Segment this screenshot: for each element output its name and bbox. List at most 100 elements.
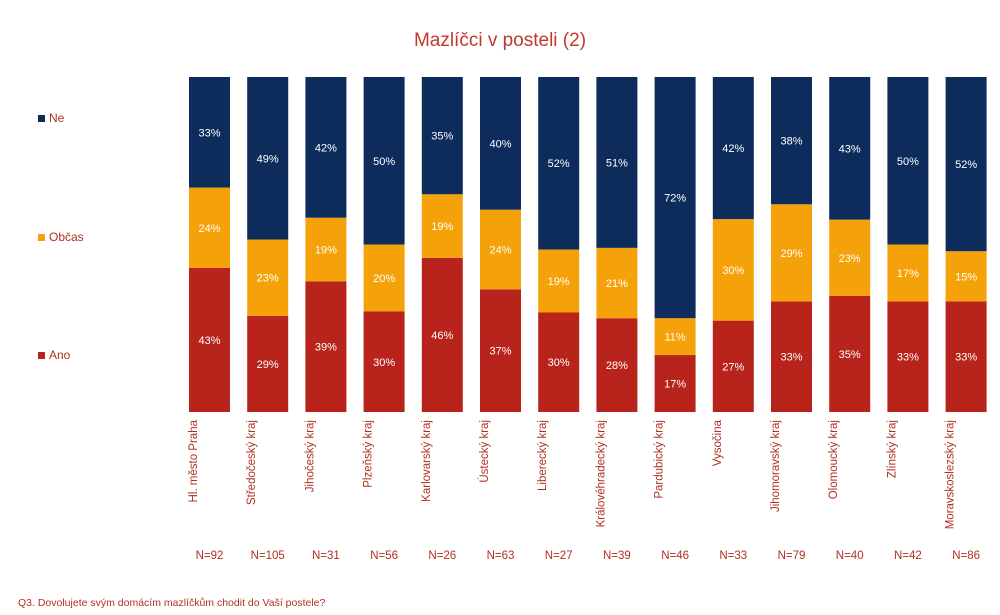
data-label-obcas-vysocina: 30% <box>722 265 744 277</box>
legend-item-ne: Ne <box>38 111 64 125</box>
category-label-plzensky-kraj: Plzeňský kraj <box>363 420 375 488</box>
data-label-ne-jihocesky-kraj: 42% <box>315 142 337 154</box>
legend-label-obcas: Občas <box>49 230 84 244</box>
category-label-zlinsky-kraj: Zlínský kraj <box>886 420 898 478</box>
category-label-karlovarsky-kraj: Karlovarský kraj <box>421 420 433 502</box>
legend-label-ne: Ne <box>49 111 65 125</box>
sample-size-vysocina: N=33 <box>719 550 747 562</box>
bar-segment-ano-karlovarsky-kraj <box>421 257 463 412</box>
sample-size-jihomoravsky-kraj: N=79 <box>778 550 806 562</box>
category-label-vysocina: Vysočina <box>712 419 724 466</box>
category-label-ustecky-kraj: Ústecký kraj <box>478 420 491 483</box>
data-label-ano-jihomoravsky-kraj: 33% <box>780 352 802 364</box>
data-label-ano-plzensky-kraj: 30% <box>373 357 395 369</box>
survey-question: Q3. Dovolujete svým domácím mazlíčkům ch… <box>18 597 326 609</box>
bar-segment-obcas-liberecky-kraj <box>538 249 580 313</box>
data-label-obcas-liberecky-kraj: 19% <box>548 276 570 288</box>
category-label-stredocesky-kraj: Středočeský kraj <box>246 420 258 505</box>
bar-segment-ano-jihocesky-kraj <box>305 281 347 412</box>
bar-segment-ano-hl-mesto-praha <box>189 267 230 412</box>
category-label-kralovehradecky-kraj: Královéhradecký kraj <box>595 420 607 527</box>
category-label-moravskoslezsky-kraj: Moravskoslezský kraj <box>945 420 957 529</box>
bar-segment-obcas-jihomoravsky-kraj <box>771 204 812 302</box>
sample-size-pardubicky-kraj: N=46 <box>661 550 689 562</box>
data-label-obcas-jihomoravsky-kraj: 29% <box>780 248 802 260</box>
bar-segment-ne-stredocesky-kraj <box>247 77 289 240</box>
data-label-ne-zlinsky-kraj: 50% <box>897 156 919 168</box>
bar-segment-obcas-plzensky-kraj <box>363 244 405 312</box>
data-label-ne-plzensky-kraj: 50% <box>373 156 395 168</box>
data-label-ano-kralovehradecky-kraj: 28% <box>606 360 628 372</box>
sample-size-ustecky-kraj: N=63 <box>487 550 515 562</box>
data-label-obcas-moravskoslezsky-kraj: 15% <box>955 271 977 283</box>
bar-segment-ne-jihocesky-kraj <box>305 77 347 218</box>
bar-segment-ne-moravskoslezsky-kraj <box>945 77 987 252</box>
bar-segment-ano-zlinsky-kraj <box>887 301 929 412</box>
data-label-ne-jihomoravsky-kraj: 38% <box>780 136 802 148</box>
data-label-obcas-karlovarsky-kraj: 19% <box>431 221 453 233</box>
data-label-ne-olomoucky-kraj: 43% <box>839 143 861 155</box>
data-label-obcas-jihocesky-kraj: 19% <box>315 245 337 257</box>
bar-segment-ne-karlovarsky-kraj <box>421 77 463 195</box>
bar-segment-ano-vysocina <box>712 320 754 412</box>
data-label-ne-hl-mesto-praha: 33% <box>198 127 220 139</box>
data-label-obcas-pardubicky-kraj: 11% <box>664 332 685 344</box>
bar-segment-ne-pardubicky-kraj <box>654 77 696 319</box>
data-label-obcas-ustecky-kraj: 24% <box>489 244 511 256</box>
bar-segment-ano-stredocesky-kraj <box>247 315 289 412</box>
data-label-ano-stredocesky-kraj: 29% <box>257 359 279 371</box>
sample-size-hl-mesto-praha: N=92 <box>196 550 224 562</box>
category-label-liberecky-kraj: Liberecký kraj <box>537 420 549 491</box>
data-label-ano-karlovarsky-kraj: 46% <box>431 330 453 342</box>
bar-segment-obcas-ustecky-kraj <box>480 209 521 290</box>
legend-swatch-ne <box>38 114 45 122</box>
data-label-ano-ustecky-kraj: 37% <box>489 346 511 358</box>
data-label-ano-zlinsky-kraj: 33% <box>897 352 919 364</box>
bar-segment-obcas-moravskoslezsky-kraj <box>945 251 987 302</box>
sample-size-karlovarsky-kraj: N=26 <box>428 550 456 562</box>
data-label-ano-olomoucky-kraj: 35% <box>839 349 861 361</box>
data-label-ne-liberecky-kraj: 52% <box>548 158 570 170</box>
bar-segment-obcas-jihocesky-kraj <box>305 217 347 282</box>
bar-segment-ne-hl-mesto-praha <box>189 77 230 188</box>
legend-item-obcas: Občas <box>38 230 84 244</box>
bar-segment-ne-liberecky-kraj <box>538 77 580 250</box>
bar-segment-ne-vysocina <box>712 77 754 220</box>
data-label-ne-pardubicky-kraj: 72% <box>664 193 686 205</box>
data-label-ano-hl-mesto-praha: 43% <box>198 335 220 347</box>
data-label-ne-moravskoslezsky-kraj: 52% <box>955 159 977 171</box>
data-label-obcas-kralovehradecky-kraj: 21% <box>606 278 628 290</box>
data-label-ne-ustecky-kraj: 40% <box>489 138 511 150</box>
bar-segment-ne-plzensky-kraj <box>363 77 405 245</box>
data-label-ne-stredocesky-kraj: 49% <box>257 153 279 165</box>
bar-segment-ano-jihomoravsky-kraj <box>771 301 812 412</box>
data-label-ne-vysocina: 42% <box>722 143 744 155</box>
sample-size-liberecky-kraj: N=27 <box>545 550 573 562</box>
bar-segment-ano-ustecky-kraj <box>480 289 521 412</box>
bar-segment-obcas-zlinsky-kraj <box>887 244 929 302</box>
sample-size-plzensky-kraj: N=56 <box>370 550 398 562</box>
legend-label-ano: Ano <box>49 348 71 362</box>
data-label-obcas-stredocesky-kraj: 23% <box>257 273 279 285</box>
bar-segment-ano-moravskoslezsky-kraj <box>945 301 987 412</box>
data-label-ne-karlovarsky-kraj: 35% <box>431 131 453 143</box>
bar-segment-obcas-olomoucky-kraj <box>829 219 871 296</box>
bar-segment-ano-pardubicky-kraj <box>654 355 696 412</box>
sample-size-jihocesky-kraj: N=31 <box>312 550 340 562</box>
bar-segment-obcas-vysocina <box>712 219 754 321</box>
data-label-ano-moravskoslezsky-kraj: 33% <box>955 352 977 364</box>
data-label-ano-liberecky-kraj: 30% <box>548 357 570 369</box>
bar-segment-obcas-karlovarsky-kraj <box>421 194 463 258</box>
category-label-hl-mesto-praha: Hl. město Praha <box>188 419 200 502</box>
data-label-obcas-olomoucky-kraj: 23% <box>839 253 861 265</box>
legend-item-ano: Ano <box>38 348 70 362</box>
bar-segment-ano-olomoucky-kraj <box>829 295 871 412</box>
bar-segment-obcas-pardubicky-kraj <box>654 318 696 356</box>
data-label-ano-vysocina: 27% <box>722 361 744 373</box>
data-label-obcas-hl-mesto-praha: 24% <box>198 223 220 235</box>
sample-size-stredocesky-kraj: N=105 <box>251 550 285 562</box>
sample-size-zlinsky-kraj: N=42 <box>894 550 922 562</box>
data-label-ano-jihocesky-kraj: 39% <box>315 342 337 354</box>
data-label-ne-kralovehradecky-kraj: 51% <box>606 157 628 169</box>
